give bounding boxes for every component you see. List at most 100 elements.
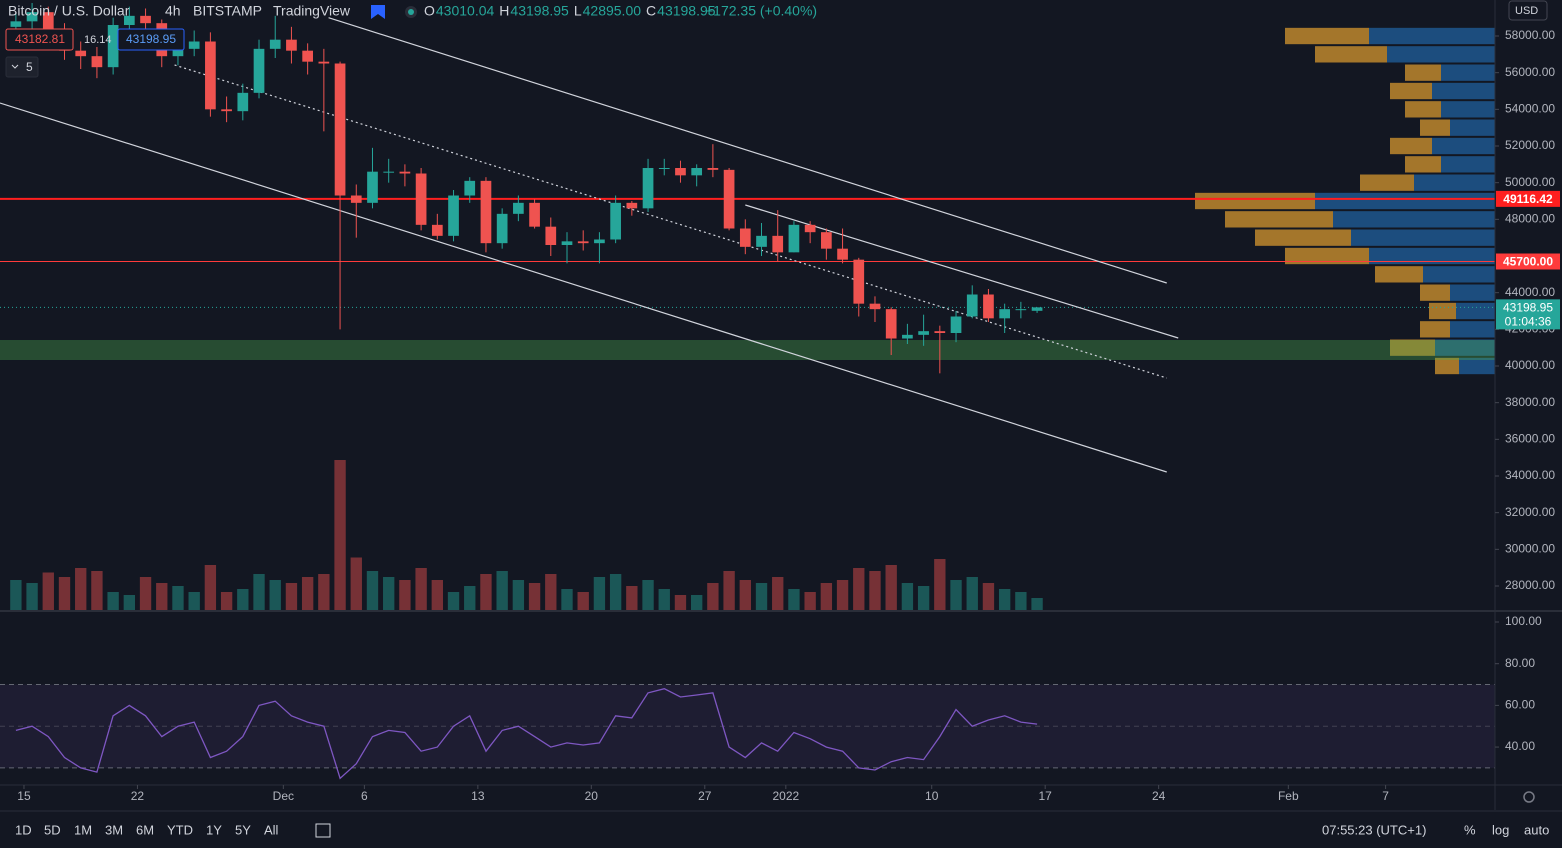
log-toggle[interactable]: log — [1492, 822, 1509, 837]
range-button[interactable]: 3M — [105, 822, 123, 837]
sell-box[interactable] — [5, 28, 74, 51]
volume-bar — [545, 574, 557, 610]
profile-buy — [1441, 64, 1495, 81]
volume-bar — [253, 574, 265, 610]
range-button[interactable]: 5Y — [235, 822, 251, 837]
range-button[interactable]: YTD — [167, 822, 193, 837]
volume-bar — [934, 559, 946, 610]
volume-bar — [383, 577, 395, 610]
candle-body — [464, 180, 476, 196]
price-tick-label: 34000.00 — [1505, 468, 1555, 482]
candle-body — [983, 294, 994, 319]
candle-body — [966, 294, 978, 317]
ohlc-key: H — [499, 3, 509, 19]
indicators-toggle[interactable] — [5, 56, 39, 78]
range-button[interactable]: 5D — [44, 822, 61, 837]
symbol[interactable]: Bitcoin / U.S. Dollar — [8, 3, 130, 19]
trendline — [174, 64, 1167, 379]
volume-bar — [658, 589, 670, 610]
price-tick-label: 58000.00 — [1505, 28, 1555, 42]
flag-icon[interactable] — [371, 5, 385, 19]
volume-bar — [609, 574, 622, 610]
time-tick-label: 2022 — [772, 789, 799, 803]
candle-body — [675, 168, 686, 176]
price-tick-label: 54000.00 — [1505, 102, 1555, 116]
candle-body — [804, 224, 816, 233]
volume-bar — [269, 580, 281, 610]
rsi-tick-label: 40.00 — [1505, 739, 1535, 753]
profile-sell — [1195, 192, 1315, 210]
profile-buy — [1369, 27, 1495, 45]
candle-body — [42, 12, 54, 29]
candle-body — [253, 48, 265, 93]
candle-body — [334, 63, 346, 196]
exchange: BITSTAMP — [193, 3, 262, 19]
profile-buy — [1351, 229, 1495, 246]
volume-bar — [139, 577, 152, 610]
range-button[interactable]: 6M — [136, 822, 154, 837]
candle-body — [415, 173, 427, 225]
profile-buy — [1450, 119, 1495, 136]
profile-buy — [1441, 101, 1495, 118]
trendline — [745, 204, 1179, 339]
range-button[interactable]: All — [264, 822, 279, 837]
candle-body — [707, 168, 719, 170]
profile-buy — [1432, 82, 1495, 100]
profile-buy — [1435, 339, 1495, 356]
rsi-band — [0, 684, 1495, 768]
price-tick-label: 32000.00 — [1505, 505, 1555, 519]
candle-body — [529, 202, 540, 227]
volume-bar — [496, 571, 508, 610]
indicators-count[interactable]: 5 — [26, 60, 33, 74]
candle-body — [237, 92, 249, 112]
volume-bar — [917, 586, 930, 610]
profile-buy — [1387, 46, 1495, 63]
trendline — [328, 17, 1167, 284]
clock[interactable]: 07:55:23 (UTC+1) — [1322, 822, 1426, 837]
price-tick-label: 44000.00 — [1505, 285, 1555, 299]
range-button[interactable]: 1D — [15, 822, 32, 837]
sell-price[interactable]: 43182.81 — [15, 32, 65, 46]
volume-bar — [156, 583, 168, 610]
buy-price[interactable]: 43198.95 — [126, 32, 176, 46]
volume-bar — [1015, 592, 1027, 610]
auto-toggle[interactable]: auto — [1524, 822, 1549, 837]
buy-box[interactable] — [117, 28, 185, 51]
calendar-icon[interactable] — [315, 823, 331, 838]
profile-sell — [1405, 101, 1441, 118]
time-tick-label: Feb — [1278, 789, 1299, 803]
volume-bar — [788, 589, 800, 610]
volume-bar — [853, 568, 865, 610]
volume-bar — [334, 460, 346, 610]
support-zone — [0, 340, 1495, 361]
candle-body — [75, 50, 87, 57]
range-button[interactable]: 1M — [74, 822, 92, 837]
candle-body — [318, 61, 330, 64]
range-button[interactable]: 1Y — [206, 822, 222, 837]
candle-body — [350, 195, 362, 203]
profile-sell — [1405, 64, 1441, 81]
change: +172.35 (+0.40%) — [705, 3, 817, 19]
ohlc-value: 43198.95 — [510, 3, 569, 19]
volume-bar — [75, 568, 87, 610]
volume-bar — [707, 583, 719, 610]
profile-sell — [1255, 229, 1351, 246]
candle-body — [626, 202, 638, 209]
candle-body — [10, 21, 22, 27]
currency-box[interactable] — [1508, 0, 1548, 21]
price-level-badge — [1496, 253, 1560, 270]
candle-body — [837, 248, 848, 260]
price-tick-label: 36000.00 — [1505, 432, 1555, 446]
candle-body — [480, 180, 492, 244]
candle-body — [658, 168, 670, 170]
percent-toggle[interactable]: % — [1464, 822, 1476, 837]
settings-icon[interactable] — [1523, 791, 1535, 803]
volume-bar — [42, 572, 54, 610]
volume-bar — [626, 586, 638, 610]
profile-buy — [1459, 357, 1495, 375]
price-tick-label: 30000.00 — [1505, 542, 1555, 556]
currency[interactable]: USD — [1515, 5, 1538, 17]
plot-area — [0, 3, 1495, 780]
profile-sell — [1390, 137, 1432, 155]
interval[interactable]: 4h — [165, 3, 181, 19]
